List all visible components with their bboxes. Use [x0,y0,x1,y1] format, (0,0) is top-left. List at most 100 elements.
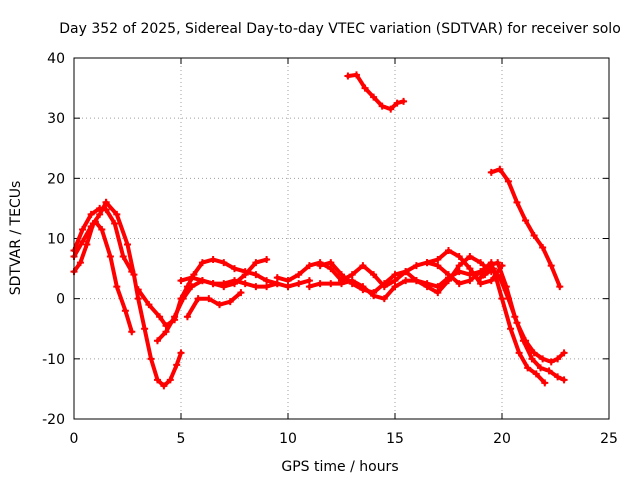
data-point [537,364,545,372]
data-point [504,177,512,185]
data-point [560,376,568,384]
x-tick-label: 5 [177,431,186,447]
data-point [423,283,431,291]
data-point [96,210,104,218]
data-point [370,289,378,297]
data-point [434,262,442,270]
data-point [231,265,238,273]
data-point [162,328,170,336]
data-point [541,379,549,387]
data-point [284,277,292,285]
data-point [316,262,324,270]
data-point [96,204,104,212]
data-point [466,277,474,285]
data-point [434,256,442,264]
data-point [359,262,367,270]
series-track-14 [487,165,564,291]
data-point [515,349,523,357]
data-point [173,361,181,369]
data-point [134,295,142,303]
data-point [102,206,110,214]
data-point [378,102,386,110]
data-point [412,262,420,270]
chart-title: Day 352 of 2025, Sidereal Day-to-day VTE… [59,21,621,37]
data-point [305,277,313,285]
data-point [198,259,206,267]
data-point [445,277,452,285]
data-point [547,358,555,366]
data-point [252,271,260,279]
grid-layer [74,58,609,419]
data-point [532,370,540,378]
data-point [130,271,138,279]
data-point [209,256,217,264]
data-point [370,271,378,279]
data-point [487,168,495,176]
data-point [209,280,217,288]
data-point [327,259,335,267]
data-point [241,271,249,279]
data-point [387,105,395,113]
data-point [496,165,504,173]
data-point [198,277,206,285]
data-point [141,325,149,333]
y-tick-label: -10 [42,352,65,368]
data-point [391,271,399,279]
series-trace [489,266,567,364]
data-point [102,198,110,206]
series-track-17 [487,265,568,366]
data-point [145,301,153,309]
y-tick-label: 20 [47,171,65,187]
data-point [556,283,564,291]
data-point [305,283,313,291]
data-point [455,262,463,270]
data-point [412,277,420,285]
data-point [316,280,324,288]
data-point [380,280,388,288]
data-point [402,268,410,276]
data-point [402,277,410,285]
data-point [530,231,538,239]
data-point [344,72,352,80]
data-point [327,265,335,273]
data-point [380,295,388,303]
x-tick-labels: 0 5 10 15 20 25 [70,431,618,447]
data-point [124,241,131,249]
data-point [530,349,538,357]
series-track-12 [423,247,506,288]
data-point [361,84,369,92]
data-point [466,253,474,261]
data-point [481,271,489,279]
data-point [487,277,495,285]
data-point [498,295,506,303]
data-point [370,93,378,101]
data-point [560,349,568,357]
data-point [79,238,87,246]
data-point [216,301,224,309]
data-point [494,259,502,267]
data-point [338,271,345,279]
x-tick-label: 0 [70,431,79,447]
data-point [513,319,521,327]
data-point [79,225,87,233]
data-point [128,328,136,336]
data-point [391,283,399,291]
data-point [220,280,228,288]
data-point [121,307,129,315]
data-point [231,277,238,285]
data-point [226,298,234,306]
data-point [305,262,313,270]
data-point [434,289,442,297]
x-tick-label: 15 [386,431,404,447]
data-point [496,274,504,282]
data-point [111,219,119,227]
data-point [91,218,99,226]
data-point [113,283,121,291]
data-point [545,367,553,375]
x-tick-label: 20 [493,431,511,447]
data-point [391,277,399,285]
data-point [153,376,161,384]
data-point [466,265,474,273]
